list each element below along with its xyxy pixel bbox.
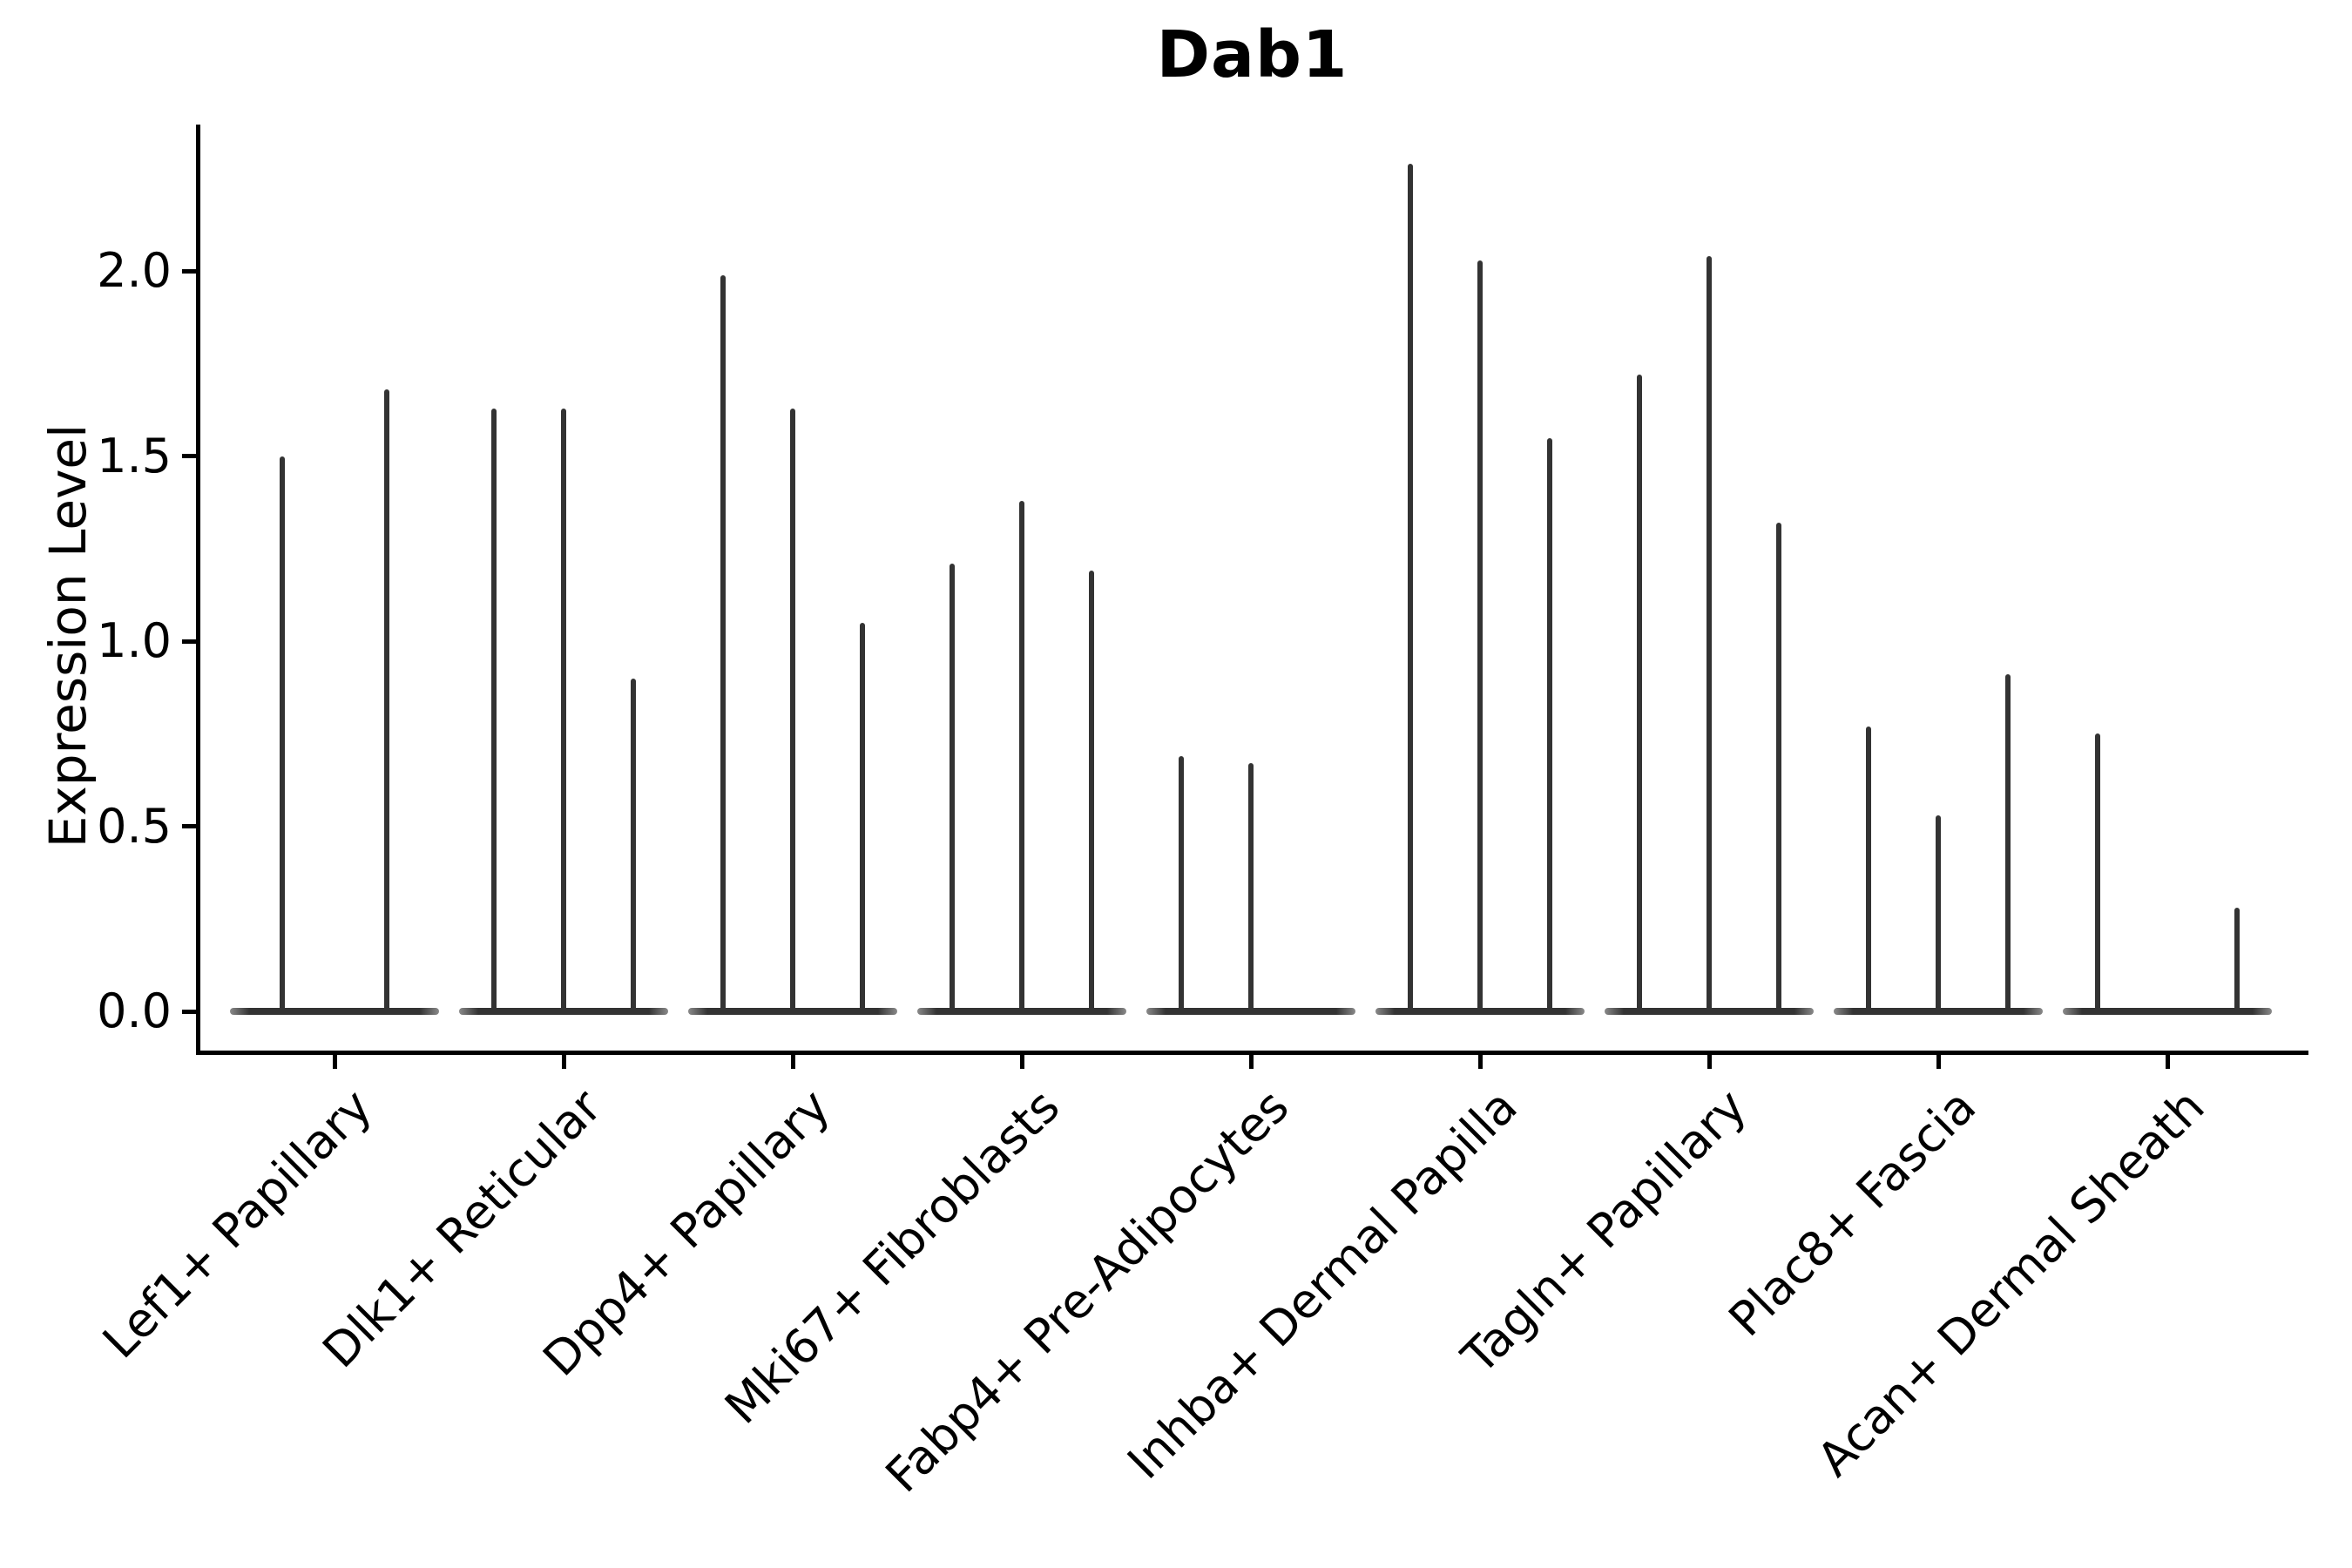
x-tick-label: Fabp4+ Pre-Adipocytes bbox=[875, 1078, 1300, 1504]
violin-base bbox=[230, 1008, 439, 1015]
x-tick-mark bbox=[561, 1055, 566, 1069]
violin-tail bbox=[2234, 908, 2240, 1011]
violin-tail bbox=[1547, 437, 1552, 1011]
violin-tail bbox=[561, 408, 566, 1011]
violin-base bbox=[2063, 1008, 2272, 1015]
y-tick-mark bbox=[182, 824, 196, 829]
x-tick-mark bbox=[1019, 1055, 1024, 1069]
violin-tail bbox=[790, 408, 795, 1011]
y-tick-label: 0.0 bbox=[97, 983, 172, 1038]
violin-base bbox=[1146, 1008, 1355, 1015]
x-tick-label: Acan+ Dermal Sheath bbox=[1807, 1078, 2216, 1487]
violin-base bbox=[688, 1008, 897, 1015]
x-tick-mark bbox=[790, 1055, 795, 1069]
violin-tail bbox=[950, 563, 955, 1011]
violin-tail bbox=[1637, 375, 1642, 1011]
x-tick-mark bbox=[1248, 1055, 1254, 1069]
x-tick-mark bbox=[1936, 1055, 1941, 1069]
violin-tail bbox=[2005, 674, 2011, 1011]
violin-tail bbox=[1707, 256, 1712, 1011]
violin-base bbox=[459, 1008, 668, 1015]
violin-tail bbox=[1248, 763, 1254, 1011]
x-tick-label: Inhba+ Dermal Papilla bbox=[1117, 1078, 1529, 1490]
y-axis-spine bbox=[196, 125, 200, 1055]
violin-tail bbox=[1477, 260, 1483, 1011]
y-tick-mark bbox=[182, 268, 196, 274]
violin-tail bbox=[720, 274, 726, 1011]
x-tick-mark bbox=[2165, 1055, 2170, 1069]
y-tick-mark bbox=[182, 1009, 196, 1014]
y-tick-label: 2.0 bbox=[97, 243, 172, 299]
chart-title: Dab1 bbox=[1156, 17, 1348, 92]
violin-base bbox=[1375, 1008, 1585, 1015]
violin-tail bbox=[1179, 755, 1184, 1011]
violin-tail bbox=[1776, 523, 1781, 1011]
violin-base bbox=[917, 1008, 1126, 1015]
violin-tail bbox=[1019, 500, 1024, 1011]
x-tick-mark bbox=[1477, 1055, 1483, 1069]
y-tick-label: 1.0 bbox=[97, 613, 172, 669]
y-tick-mark bbox=[182, 639, 196, 644]
violin-tail bbox=[1936, 814, 1941, 1011]
x-tick-mark bbox=[1707, 1055, 1712, 1069]
violin-tail bbox=[384, 389, 389, 1011]
violin-tail bbox=[631, 678, 636, 1011]
violin-tail bbox=[1408, 164, 1413, 1011]
violin-tail bbox=[491, 408, 497, 1011]
x-axis-spine bbox=[196, 1051, 2308, 1055]
y-tick-label: 1.5 bbox=[97, 428, 172, 483]
y-tick-mark bbox=[182, 454, 196, 459]
violin-tail bbox=[2095, 733, 2100, 1011]
x-tick-label: Plac8+ Fascia bbox=[1718, 1078, 1987, 1348]
y-tick-label: 0.5 bbox=[97, 798, 172, 854]
violin-base bbox=[1834, 1008, 2043, 1015]
violin-tail bbox=[1866, 726, 1871, 1011]
violin-base bbox=[1605, 1008, 1814, 1015]
violin-tail bbox=[280, 456, 285, 1011]
violin-tail bbox=[1089, 571, 1094, 1011]
x-tick-mark bbox=[332, 1055, 337, 1069]
violin-tail bbox=[860, 622, 865, 1011]
